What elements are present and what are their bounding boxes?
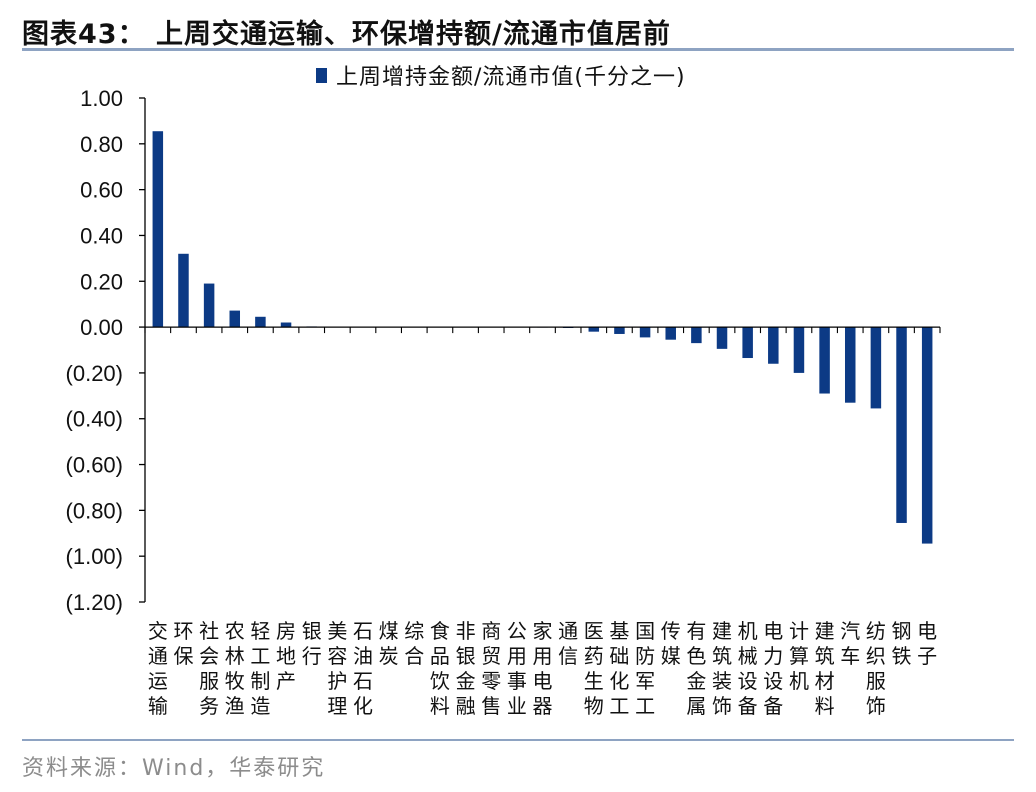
legend-label: 上周增持金额/流通市值(千分之一) bbox=[336, 65, 686, 90]
category-label: 钢铁 bbox=[892, 619, 912, 668]
category-label: 银行 bbox=[302, 619, 322, 668]
category-label: 电力设备 bbox=[763, 619, 783, 718]
title-rule bbox=[22, 48, 1014, 51]
y-tick-label: 0.60 bbox=[80, 178, 123, 203]
category-label: 基础化工 bbox=[609, 619, 629, 718]
category-label: 公用事业 bbox=[507, 619, 527, 718]
category-label: 农林牧渔 bbox=[225, 619, 245, 718]
bar-5 bbox=[255, 316, 266, 328]
category-label: 计算机 bbox=[789, 619, 809, 693]
y-tick-label: 1.00 bbox=[80, 86, 123, 111]
bar-18 bbox=[588, 327, 600, 332]
y-tick-label: 0.20 bbox=[80, 269, 123, 294]
bar-4 bbox=[229, 310, 241, 328]
y-tick-label: (0.60) bbox=[66, 453, 123, 478]
bar-25 bbox=[768, 327, 779, 364]
source-note: 资料来源：Wind，华泰研究 bbox=[22, 756, 326, 781]
y-tick-label: (1.00) bbox=[66, 544, 123, 569]
category-label: 美容护理 bbox=[327, 619, 347, 718]
bar-30 bbox=[896, 327, 907, 523]
bar-3 bbox=[203, 283, 215, 328]
y-axis: 1.00 0.80 0.60 0.40 0.20 0.00 (0.20) (0.40) (0.6… bbox=[66, 86, 146, 615]
bar-chart: 上周增持金额/流通市值(千分之一) 1.00 0.80 0.60 0.40 0.20 0.… bbox=[66, 65, 941, 718]
bar-22 bbox=[691, 327, 702, 344]
bar-28 bbox=[844, 327, 856, 403]
category-label: 国防军工 bbox=[635, 619, 655, 718]
bar-31 bbox=[921, 327, 933, 544]
y-tick-label: (0.40) bbox=[66, 407, 123, 432]
bar-29 bbox=[870, 327, 882, 409]
figure-title: 图表43： 上周交通运输、环保增持额/流通市值居前 bbox=[22, 19, 671, 50]
y-tick-label: (0.80) bbox=[66, 498, 123, 523]
bar-2 bbox=[178, 253, 189, 328]
category-label: 交通运输 bbox=[148, 619, 168, 718]
category-label: 非银金融 bbox=[456, 619, 476, 718]
category-label: 煤炭 bbox=[379, 619, 399, 668]
bar-1 bbox=[152, 131, 164, 328]
x-axis bbox=[144, 326, 941, 334]
category-label: 食品饮料 bbox=[430, 619, 450, 718]
bars bbox=[152, 131, 933, 544]
bar-20 bbox=[639, 327, 651, 338]
category-label: 家用电器 bbox=[533, 619, 553, 718]
category-label: 社会服务 bbox=[199, 619, 219, 718]
bar-24 bbox=[742, 327, 753, 359]
bar-26 bbox=[793, 327, 805, 373]
y-tick-label: 0.00 bbox=[80, 315, 123, 340]
y-tick-label: (0.20) bbox=[66, 361, 123, 386]
category-label: 纺织服饰 bbox=[866, 619, 886, 718]
y-tick-label: 0.80 bbox=[80, 132, 123, 157]
category-label: 环保 bbox=[173, 619, 193, 668]
bar-19 bbox=[614, 327, 625, 334]
category-label: 汽车 bbox=[840, 619, 860, 668]
category-label: 机械设备 bbox=[738, 619, 758, 718]
legend-swatch bbox=[316, 68, 327, 83]
category-label: 通信 bbox=[558, 619, 578, 668]
bar-23 bbox=[716, 327, 728, 349]
category-label: 轻工制造 bbox=[250, 619, 270, 718]
category-label: 建筑材料 bbox=[815, 619, 835, 718]
category-label: 石油石化 bbox=[353, 619, 373, 718]
y-tick-label: (1.20) bbox=[66, 590, 123, 615]
bar-6 bbox=[280, 322, 292, 328]
category-label: 商贸零售 bbox=[481, 619, 501, 718]
y-tick-label: 0.40 bbox=[80, 223, 123, 248]
bar-27 bbox=[819, 327, 830, 394]
category-label: 房地产 bbox=[276, 619, 296, 693]
category-label: 医药生物 bbox=[584, 619, 604, 718]
source-rule bbox=[22, 739, 1014, 741]
bar-21 bbox=[665, 327, 676, 340]
category-label: 建筑装饰 bbox=[712, 619, 732, 718]
category-label: 综合 bbox=[404, 619, 424, 668]
legend: 上周增持金额/流通市值(千分之一) bbox=[316, 65, 686, 90]
category-labels: 交通运输环保社会服务农林牧渔轻工制造房地产银行美容护理石油石化煤炭综合食品饮料非… bbox=[148, 619, 937, 718]
category-label: 电子 bbox=[917, 619, 937, 668]
category-label: 有色金属 bbox=[686, 619, 706, 718]
category-label: 传媒 bbox=[661, 619, 681, 668]
